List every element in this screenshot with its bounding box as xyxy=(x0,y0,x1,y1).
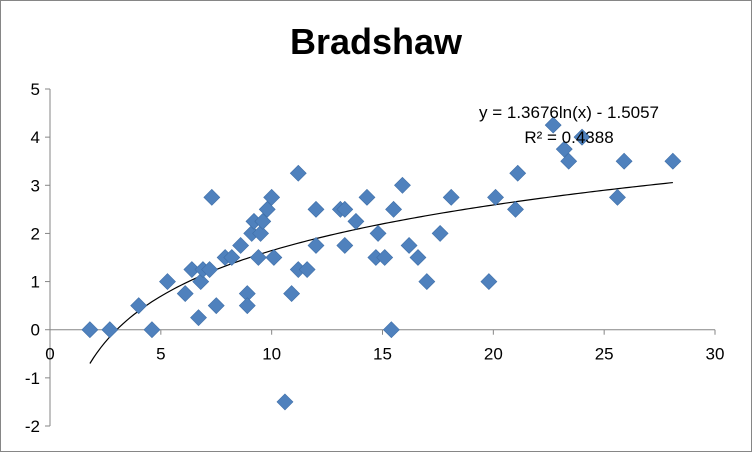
data-point xyxy=(409,249,427,266)
chart-title: Bradshaw xyxy=(290,21,463,62)
trendline-equation: y = 1.3676ln(x) - 1.5057 xyxy=(479,103,659,122)
x-tick-label: 10 xyxy=(262,345,281,364)
data-point xyxy=(207,297,225,315)
data-point xyxy=(252,225,270,242)
y-tick-label: 2 xyxy=(31,224,40,243)
data-point xyxy=(573,128,591,146)
x-tick-label: 0 xyxy=(45,345,54,364)
data-point xyxy=(487,188,504,206)
x-tick-label: 15 xyxy=(373,345,392,364)
data-point xyxy=(143,321,161,339)
data-point xyxy=(376,249,394,266)
data-point xyxy=(615,152,633,170)
data-point xyxy=(190,309,207,327)
data-point xyxy=(382,321,400,339)
data-point xyxy=(400,237,418,254)
y-tick-label: 4 xyxy=(31,128,40,147)
data-point xyxy=(192,273,210,290)
x-tick-label: 20 xyxy=(484,345,503,364)
data-point xyxy=(81,321,99,339)
data-point xyxy=(307,237,325,254)
data-point xyxy=(254,212,272,230)
data-point xyxy=(159,273,176,290)
data-point xyxy=(336,200,354,218)
data-point xyxy=(394,176,411,194)
data-point xyxy=(201,261,219,278)
data-point xyxy=(555,140,573,158)
data-point xyxy=(369,225,387,242)
data-point xyxy=(249,249,267,266)
x-tick-label: 25 xyxy=(595,345,614,364)
data-point xyxy=(336,237,354,254)
y-tick-label: 5 xyxy=(31,80,40,99)
data-point xyxy=(276,393,294,411)
data-point xyxy=(418,273,436,290)
data-point xyxy=(238,297,256,315)
y-tick-label: 1 xyxy=(31,273,40,292)
x-tick-label: 30 xyxy=(706,345,725,364)
y-tick-label: -1 xyxy=(25,369,40,388)
data-point xyxy=(442,188,460,206)
tick-labels: -2 -1 0 1 2 3 4 5 0 5 10 15 20 25 30 xyxy=(25,80,725,436)
data-point xyxy=(347,212,365,230)
y-tick-label: -2 xyxy=(25,417,40,436)
data-point xyxy=(480,273,498,290)
y-tick-label: 0 xyxy=(31,321,40,340)
data-point xyxy=(176,285,194,303)
data-point xyxy=(101,321,119,339)
data-point xyxy=(664,152,682,170)
data-point xyxy=(560,152,578,170)
data-point xyxy=(130,297,148,315)
data-point xyxy=(258,200,276,218)
trendline-r-squared: R² = 0.4388 xyxy=(524,128,613,147)
trendline xyxy=(89,181,673,364)
data-point xyxy=(544,116,562,134)
data-point xyxy=(289,164,307,182)
data-point xyxy=(263,188,281,206)
data-point xyxy=(358,188,376,206)
data-point xyxy=(298,261,316,278)
data-point xyxy=(509,164,527,182)
trendline-layer xyxy=(89,181,673,364)
data-points xyxy=(81,116,682,411)
data-point xyxy=(609,188,626,206)
data-point xyxy=(203,188,221,206)
data-point xyxy=(265,249,283,266)
y-tick-label: 3 xyxy=(31,176,40,195)
data-point xyxy=(385,200,403,218)
data-point xyxy=(307,200,325,218)
data-point xyxy=(232,237,250,254)
data-point xyxy=(283,285,301,303)
x-tick-label: 5 xyxy=(156,345,165,364)
axes xyxy=(45,88,716,427)
data-point xyxy=(507,200,524,218)
data-point xyxy=(431,225,449,242)
data-point xyxy=(223,249,241,266)
